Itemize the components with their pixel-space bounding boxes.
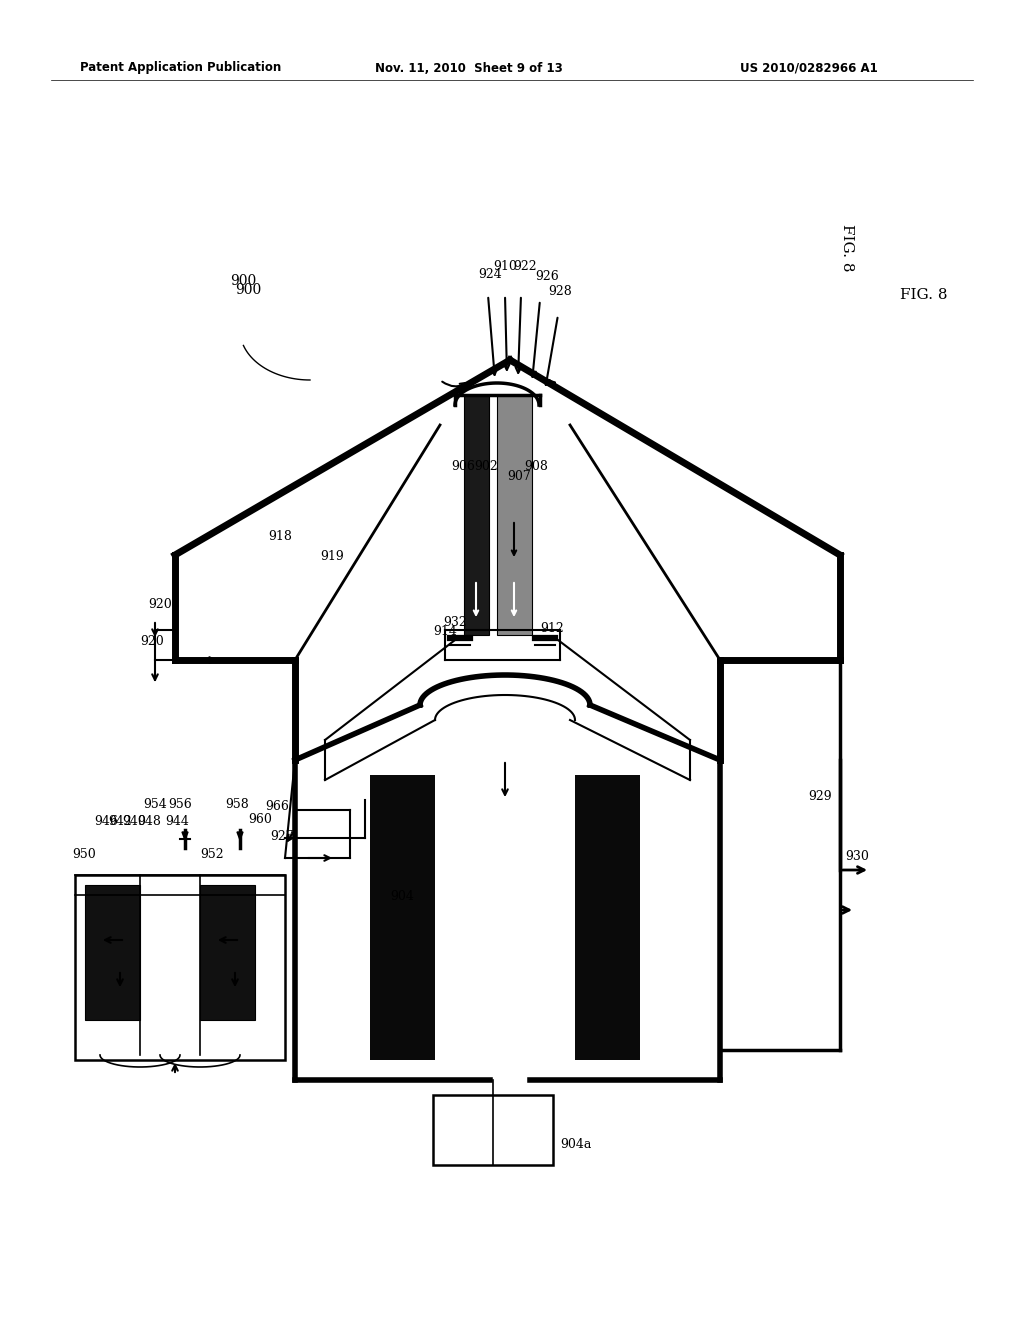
Bar <box>497 395 532 635</box>
Bar <box>433 1096 553 1166</box>
Text: 926: 926 <box>535 271 559 282</box>
Text: 942: 942 <box>108 814 132 828</box>
Text: 950: 950 <box>72 847 96 861</box>
Text: 900: 900 <box>234 282 261 297</box>
Text: FIG. 8: FIG. 8 <box>900 288 947 302</box>
Text: 908: 908 <box>524 459 548 473</box>
Text: 929: 929 <box>808 789 831 803</box>
Bar <box>464 395 489 635</box>
Text: 952: 952 <box>200 847 223 861</box>
Text: 958: 958 <box>225 799 249 810</box>
Text: 928: 928 <box>548 285 571 298</box>
Polygon shape <box>237 832 243 840</box>
Text: Patent Application Publication: Patent Application Publication <box>80 62 282 74</box>
Text: Nov. 11, 2010  Sheet 9 of 13: Nov. 11, 2010 Sheet 9 of 13 <box>375 62 563 74</box>
Text: 907: 907 <box>507 470 530 483</box>
Bar <box>200 884 255 1020</box>
Polygon shape <box>182 832 188 840</box>
Text: 920c: 920c <box>148 598 179 611</box>
Text: 932: 932 <box>443 616 467 630</box>
Text: 922: 922 <box>513 260 537 273</box>
Text: 966: 966 <box>265 800 289 813</box>
Text: 906: 906 <box>451 459 475 473</box>
Text: 910: 910 <box>493 260 517 273</box>
Text: 900: 900 <box>230 275 256 288</box>
Text: 948: 948 <box>137 814 161 828</box>
Text: 919: 919 <box>319 550 344 564</box>
Text: 960: 960 <box>248 813 272 826</box>
Text: 946: 946 <box>94 814 118 828</box>
Text: 940: 940 <box>122 814 145 828</box>
Text: 914: 914 <box>433 624 457 638</box>
Text: 930: 930 <box>845 850 869 863</box>
Text: 904a: 904a <box>560 1138 592 1151</box>
Text: 918: 918 <box>268 531 292 543</box>
Text: 956: 956 <box>168 799 191 810</box>
Text: US 2010/0282966 A1: US 2010/0282966 A1 <box>740 62 878 74</box>
Text: FIG. 8: FIG. 8 <box>840 224 854 272</box>
Text: 924: 924 <box>478 268 502 281</box>
Text: 927: 927 <box>270 830 294 843</box>
Text: 904: 904 <box>390 890 414 903</box>
Text: 902: 902 <box>474 459 498 473</box>
Text: 954: 954 <box>143 799 167 810</box>
Text: 944: 944 <box>165 814 188 828</box>
Bar <box>370 775 435 1060</box>
Text: 920: 920 <box>140 635 164 648</box>
Bar <box>85 884 140 1020</box>
Text: 912: 912 <box>540 622 564 635</box>
Bar <box>575 775 640 1060</box>
Bar <box>75 875 285 1060</box>
